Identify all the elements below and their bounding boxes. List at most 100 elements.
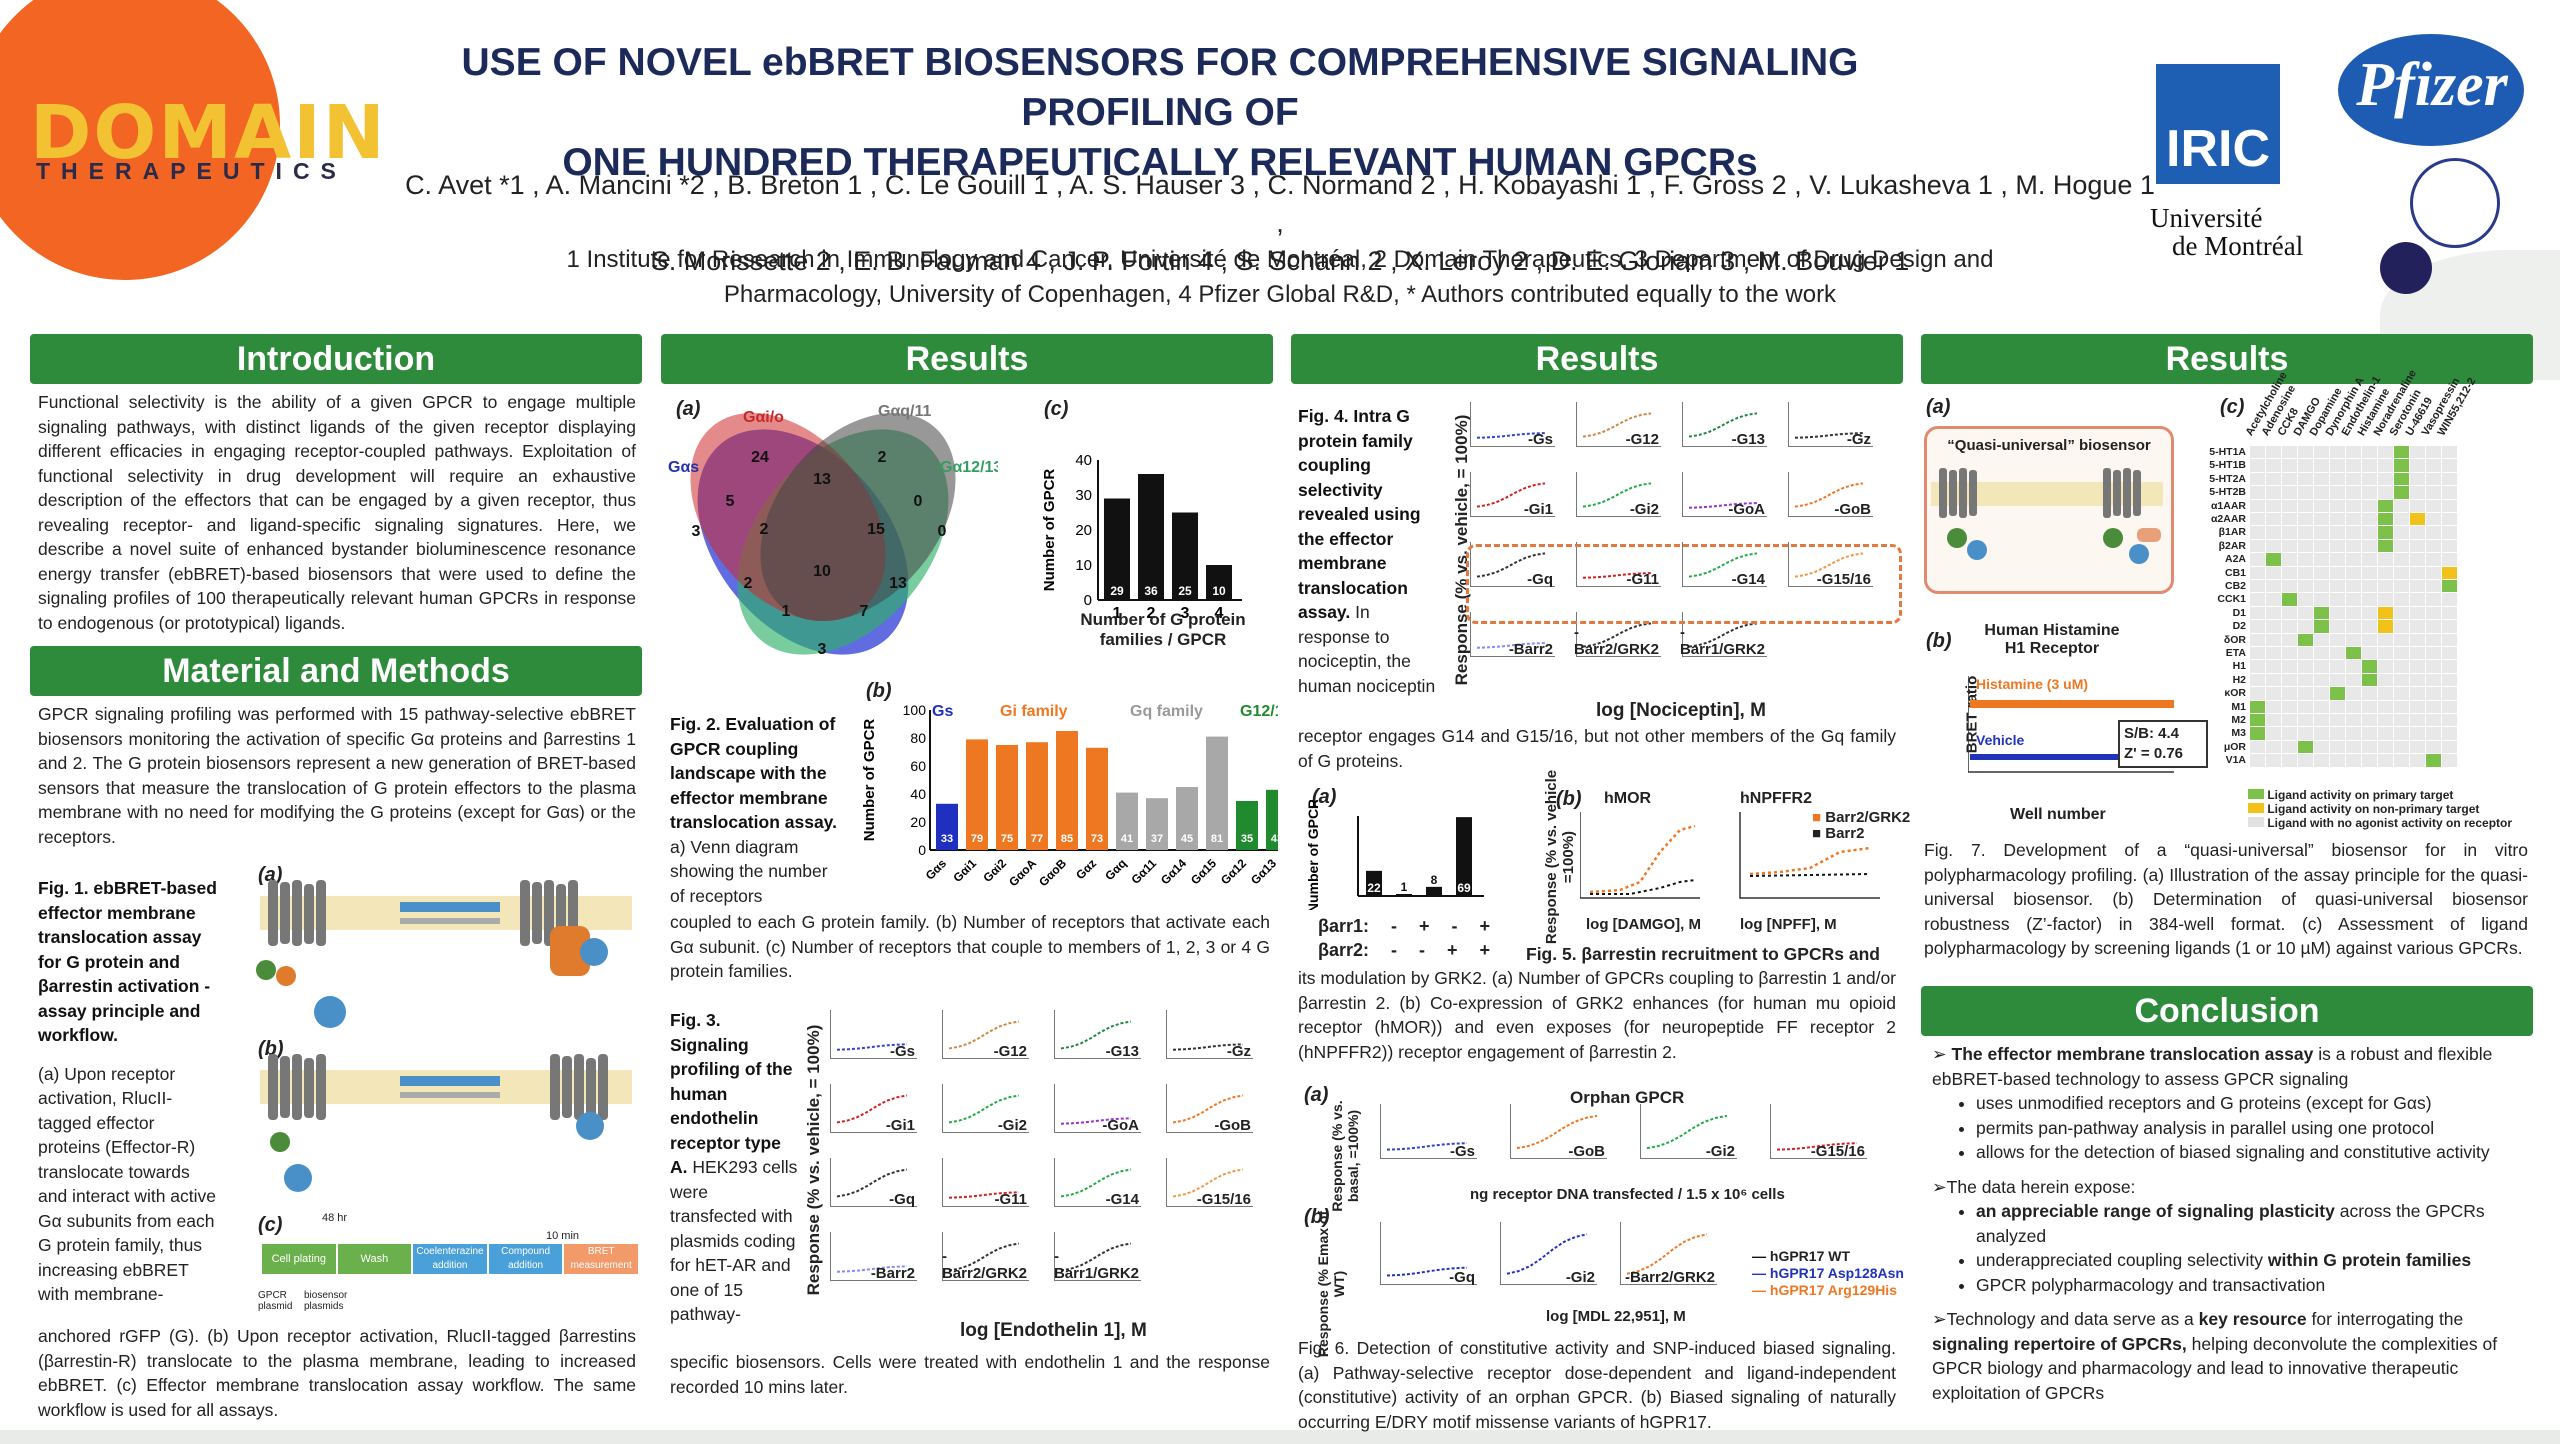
mini-plot-label: -Gq — [889, 1191, 915, 1208]
mini-plot-label: -G14 — [1731, 571, 1765, 588]
authors-line-2: S. Morissette 2 , E. B. Fauman 4 , J. P.… — [650, 246, 1910, 276]
venn-value: 5 — [726, 493, 735, 510]
mini-curve-line — [948, 1191, 1020, 1199]
heatmap-cell — [2442, 513, 2457, 526]
mini-curve-line — [1582, 482, 1652, 508]
mini-curve — [1476, 432, 1546, 439]
heatmap-cell — [2330, 593, 2345, 606]
heatmap-cell — [2298, 687, 2313, 700]
mini-plot-label: -Gi2 — [997, 1117, 1027, 1134]
heatmap-cell — [2266, 606, 2281, 620]
fig2-label-c: (c) — [1044, 398, 1069, 420]
receptor-label: CCK1 — [2217, 593, 2246, 606]
mini-plot-label: -G11 — [994, 1191, 1027, 1208]
x-tick-label: Gα15 — [1188, 856, 1219, 887]
mini-plot: -G15/16 — [1788, 542, 1873, 588]
receptor-label: κOR — [2224, 687, 2246, 700]
x-tick-label: 1 — [1113, 605, 1122, 622]
workflow-48hr: 48 hr — [322, 1212, 348, 1224]
fig3-title: Fig. 3. Signaling profiling of the human… — [670, 1010, 793, 1177]
mini-plot: -Barr2 — [830, 1232, 917, 1282]
domain-logo-sub: THERAPEUTICS — [36, 158, 347, 184]
mini-plot-label: -G14 — [1105, 1191, 1139, 1208]
mini-plot: -GoB — [1510, 1104, 1607, 1160]
heatmap-cell — [2298, 647, 2313, 660]
heatmap-cell — [2314, 620, 2329, 633]
title-line-2: ONE HUNDRED THERAPEUTICALLY RELEVANT HUM… — [562, 141, 1758, 184]
bar-data-label: 8 — [1431, 873, 1438, 887]
heatmap-cell — [2298, 727, 2313, 740]
workflow-step-3: Coelenterazine addition — [413, 1244, 487, 1274]
authors: C. Avet *1 , A. Mancini *2 , B. Breton 1… — [400, 166, 2160, 280]
methods-header: Material and Methods — [30, 646, 642, 696]
heatmap-cell — [2442, 754, 2457, 767]
heatmap-cell — [2426, 513, 2441, 526]
heatmap-cell — [2442, 499, 2457, 512]
mini-curve-line — [1060, 1168, 1132, 1198]
heatmap-cell — [2442, 687, 2457, 700]
heatmap-cell — [2266, 714, 2281, 727]
heatmap-cell — [2282, 660, 2297, 673]
legend-nonprimary-label: Ligand activity on non-primary target — [2267, 802, 2480, 816]
fig1-caption-side: Fig. 1. ebBRET-based effector membrane t… — [38, 876, 218, 1307]
bar — [1236, 801, 1258, 850]
x-tick-label: 3 — [1181, 605, 1190, 622]
fig5-hmor: hMOR — [1604, 790, 1652, 807]
bar — [1396, 894, 1412, 896]
bar-data-label: 69 — [1457, 881, 1471, 895]
mini-plot: -GoB — [1166, 1084, 1253, 1134]
fig2-c-xlabel: Number of G protein families / GPCR — [1080, 610, 1246, 649]
heatmap-cell — [2410, 647, 2425, 660]
iric-logo: IRIC — [2156, 64, 2280, 184]
mini-plot: -G12 — [1576, 402, 1661, 448]
heatmap-cell — [2298, 472, 2313, 486]
mini-curve — [1626, 1233, 1708, 1275]
heatmap-cell — [2298, 566, 2313, 579]
mini-curve-line — [1582, 412, 1652, 438]
mini-plot-label: -Gi2 — [1705, 1143, 1735, 1160]
heatmap-cell — [2298, 714, 2313, 727]
mini-curve — [1060, 1117, 1132, 1125]
bar-data-label: 35 — [1241, 833, 1253, 845]
heatmap-cell — [2378, 539, 2393, 553]
mini-curve — [948, 1094, 1020, 1124]
venn-label-gq: Gαq/11 — [878, 403, 932, 420]
receptor-label: H2 — [2232, 673, 2246, 686]
receptor-label: ETA — [2225, 647, 2246, 659]
mini-curve-line — [948, 1020, 1020, 1050]
bar-data-label: 37 — [1151, 833, 1163, 845]
heatmap-cell — [2314, 740, 2329, 754]
y-tick-label: 0 — [1084, 592, 1092, 609]
mini-plot-label: -Barr2/GRK2 — [1624, 1269, 1715, 1286]
heatmap-cell — [2394, 472, 2409, 486]
fig6-label-b: (b) — [1304, 1206, 1330, 1228]
fig6-xlabel-b: log [MDL 22,951], M — [1546, 1308, 1686, 1325]
fig1-label-a: (a) — [258, 864, 283, 886]
heatmap-cell — [2362, 446, 2377, 459]
fig4-text: In response to nociceptin, the human noc… — [1298, 602, 1436, 696]
heatmap-cell — [2346, 566, 2361, 579]
heatmap-cell — [2298, 660, 2313, 673]
heatmap-cell — [2346, 620, 2361, 633]
fig4-caption-rest: receptor engages G14 and G15/16, but not… — [1298, 726, 1896, 771]
x-tick-label: 2 — [1147, 605, 1156, 622]
heatmap-cell — [2330, 446, 2345, 459]
heatmap-cell — [2250, 580, 2265, 593]
heatmap-cell — [2442, 633, 2457, 646]
fig2-venn: Gαi/o Gαq/11 Gαs Gα12/13 24 2 13 5 3 2 1… — [668, 403, 998, 658]
orange-circle-decor — [0, 0, 280, 280]
conclusion-p3-pre: Technology and data serve as a — [1946, 1309, 2199, 1329]
heatmap-cell — [2378, 660, 2393, 673]
heatmap-cell — [2298, 539, 2313, 553]
legend-asp: — hGPR17 Asp128Asn — [1752, 1265, 1904, 1281]
mini-curve-line — [1794, 432, 1864, 439]
heatmap-cell — [2346, 660, 2361, 673]
heatmap-cell — [2346, 446, 2361, 459]
heatmap-cell — [2346, 687, 2361, 700]
heatmap-cell — [2378, 580, 2393, 593]
conclusion-item: GPCR polypharmacology and transactivatio… — [1976, 1273, 2528, 1298]
mini-plot-label: -Barr2 — [870, 1265, 915, 1282]
heatmap-cell — [2378, 606, 2393, 620]
fig6-legend: — hGPR17 WT — hGPR17 Asp128Asn — hGPR17 … — [1752, 1248, 1904, 1299]
y-tick-label: 0 — [918, 842, 926, 858]
